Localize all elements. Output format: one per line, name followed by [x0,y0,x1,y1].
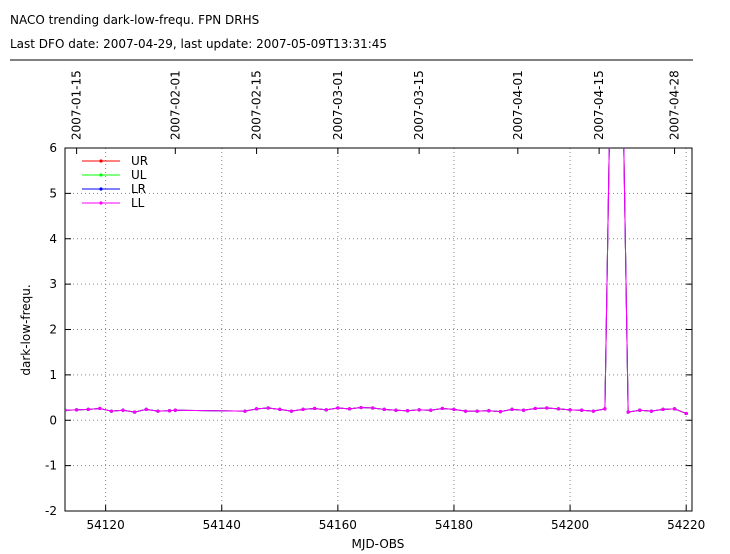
data-point [609,56,612,59]
x-tick-label: 54220 [667,518,705,532]
data-point [324,408,328,412]
data-point [266,406,270,410]
data-point [626,410,630,414]
data-point [463,409,468,413]
legend-marker [99,187,103,191]
legend-label: UR [131,154,148,168]
x2-tick-label: 2007-02-01 [168,70,182,140]
data-point [603,407,607,411]
data-point [65,408,67,412]
data-point [440,406,444,411]
legend-label: LR [131,182,146,196]
y-tick-label: 0 [49,413,57,427]
data-point [510,407,514,411]
data-point [475,409,479,413]
data-point [109,409,114,413]
y-tick-label: 6 [49,141,57,155]
data-point [568,408,572,412]
data-point [156,409,160,413]
data-point [382,407,386,411]
data-point [556,407,561,411]
data-point [672,407,677,411]
data-point [144,407,148,411]
data-point [359,405,363,410]
data-point [289,409,294,413]
data-point [301,407,305,411]
data-point [417,408,421,412]
y-tick-label: 2 [49,323,57,337]
y-tick-label: 3 [49,277,57,291]
data-point [86,407,90,411]
x2-tick-label: 2007-04-28 [668,70,682,140]
plot-frame [64,147,693,512]
data-point [487,409,491,413]
data-point [429,408,433,412]
data-point [609,56,612,59]
x-tick-label: 54140 [203,518,241,532]
x-tick-label: 54160 [319,518,357,532]
data-point [498,410,503,414]
legend-marker [99,173,103,177]
x-axis-label: MJD-OBS [352,537,405,551]
data-point [394,408,398,412]
chart-title: NACO trending dark-low-frequ. FPN DRHS [10,13,259,27]
x-tick-label: 54120 [87,518,125,532]
data-point [133,410,137,414]
y-axis-label: dark-low-frequ. [19,284,33,375]
data-point [347,407,352,411]
y-tick-label: 5 [49,186,57,200]
data-point [545,406,549,410]
data-point [173,408,177,412]
data-point [621,56,624,59]
data-point [580,408,584,412]
chart-subtitle: Last DFO date: 2007-04-29, last update: … [10,37,387,51]
x2-tick-label: 2007-03-01 [331,70,345,140]
data-point [243,409,247,413]
plot-area [65,56,688,416]
legend-label: UL [131,168,147,182]
x2-tick-label: 2007-04-01 [511,70,525,140]
legend-marker [99,201,103,205]
data-point [371,406,375,410]
y-tick-label: -1 [45,459,57,473]
data-point [121,408,125,412]
data-point [621,56,624,59]
x2-tick-label: 2007-01-15 [70,70,84,140]
data-point [167,409,172,413]
data-point [98,406,102,411]
data-point [313,406,317,411]
data-point [609,56,612,59]
data-point [452,407,456,411]
y-tick-label: 4 [49,232,57,246]
x2-tick-label: 2007-02-15 [250,70,264,140]
x-tick-label: 54200 [551,518,589,532]
data-point [661,407,665,411]
data-point [684,411,688,416]
data-point [254,407,259,411]
data-point [591,409,595,413]
data-point [609,56,612,59]
data-point [649,409,653,413]
data-point [533,406,537,411]
data-point [638,408,642,412]
y-tick-label: -2 [45,504,57,518]
legend-label: LL [131,196,145,210]
x2-tick-label: 2007-03-15 [412,70,426,140]
x-tick-label: 54180 [435,518,473,532]
data-point [278,407,282,411]
y-tick-label: 1 [49,368,57,382]
data-point [522,408,526,412]
data-point [405,409,410,413]
data-point [621,56,624,59]
x2-tick-label: 2007-04-15 [592,70,606,140]
data-point [336,406,340,410]
data-point [621,56,624,59]
legend-marker [99,159,103,163]
data-point [75,408,79,412]
